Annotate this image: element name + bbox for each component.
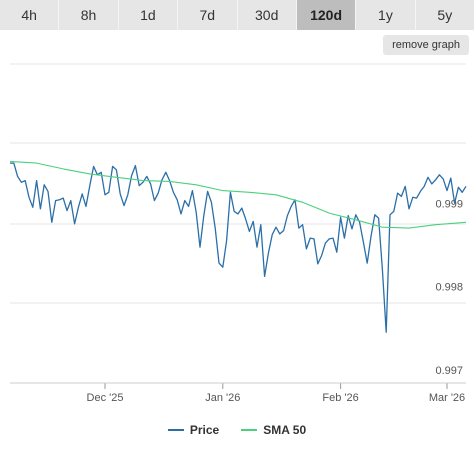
tab-4h[interactable]: 4h [21,7,37,23]
legend-item-sma[interactable]: SMA 50 [241,423,306,437]
x-tick-label: Dec '25 [87,392,124,404]
legend-price-label: Price [189,423,220,437]
tab-5y[interactable]: 5y [414,0,474,30]
tab-1d[interactable]: 1d [117,0,177,30]
sma-line [9,160,467,229]
legend-sma-label: SMA 50 [263,423,307,437]
remove-graph-button[interactable]: remove graph [383,35,469,55]
timeframe-tabs: 4h 8h 1d 7d 30d 120d 1y 5y [0,0,474,30]
tab-30d[interactable]: 30d [236,0,296,30]
tab-1y[interactable]: 1y [355,0,414,30]
tab-8h[interactable]: 8h [58,0,117,30]
x-tick-label: Feb '26 [322,392,358,404]
y-tick-label: 0.998 [435,282,463,294]
tab-120d[interactable]: 120d [295,0,356,30]
sma-swatch [241,429,258,431]
chart-legend: Price SMA 50 [0,419,474,441]
price-swatch [167,429,184,431]
x-tick-label: Mar '26 [429,392,465,404]
tab-7d[interactable]: 7d [177,0,236,30]
y-tick-label: 0.997 [435,365,463,377]
legend-item-price[interactable]: Price [167,423,220,437]
y-tick-label: 0.999 [435,198,463,210]
x-tick-label: Jan '26 [205,392,240,404]
price-line [10,162,467,333]
